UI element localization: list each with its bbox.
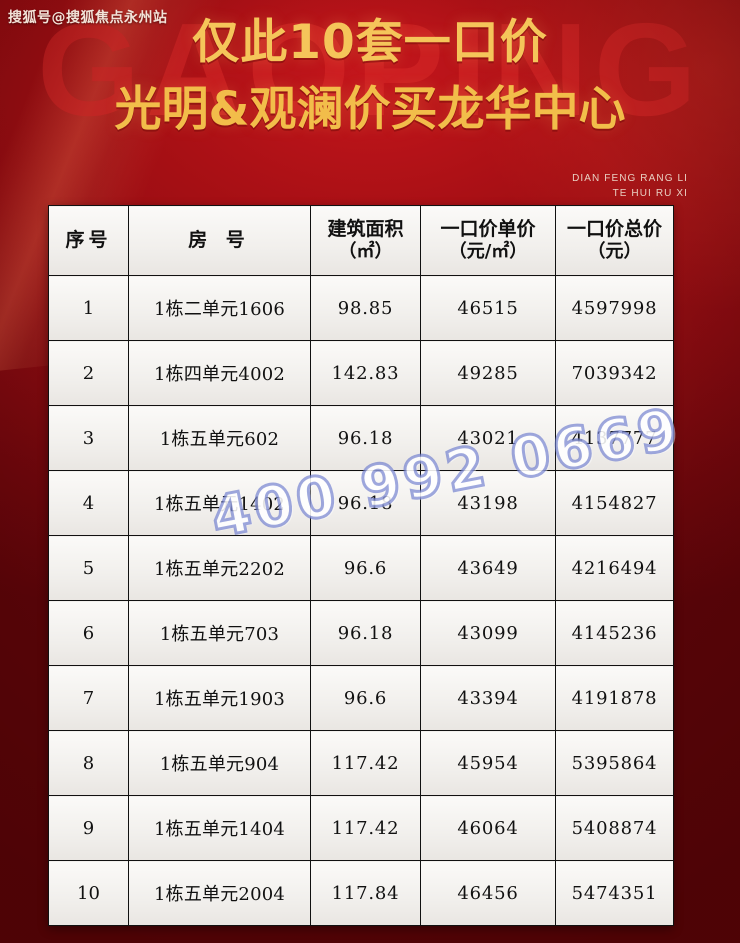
header-total-price-unit: （元）: [587, 241, 642, 263]
cell-total-price: 4145236: [555, 600, 674, 666]
headline-line-1: 仅此10套一口价: [192, 15, 548, 70]
cell-room: 1栋五单元904: [128, 730, 311, 796]
table-row: 10 1栋五单元2004 117.84 46456 5474351: [48, 860, 674, 926]
cell-index: 6: [48, 600, 129, 666]
cell-total-price: 4597998: [555, 275, 674, 341]
header-unit-price-main: 一口价单价: [440, 217, 536, 240]
cell-index: 2: [48, 340, 129, 406]
pinyin-tagline-line-1: DIAN FENG RANG LI: [572, 173, 688, 184]
cell-area: 142.83: [310, 340, 421, 406]
cell-index: 7: [48, 665, 129, 731]
pinyin-tagline-line-2: TE HUI RU XI: [612, 187, 688, 199]
cell-unit-price: 46064: [420, 795, 556, 861]
table-row: 2 1栋四单元4002 142.83 49285 7039342: [48, 340, 674, 406]
cell-area: 117.84: [310, 860, 421, 926]
header-area-unit: （㎡）: [338, 241, 393, 263]
cell-unit-price: 45954: [420, 730, 556, 796]
headline-line-2: 光明&观澜价买龙华中心: [114, 82, 626, 138]
cell-area: 96.18: [310, 600, 421, 666]
cell-index: 10: [48, 860, 129, 926]
cell-room: 1栋二单元1606: [128, 275, 311, 341]
cell-index: 1: [48, 275, 129, 341]
cell-unit-price: 43198: [420, 470, 556, 536]
cell-index: 4: [48, 470, 129, 536]
sohu-watermark: 搜狐号@搜狐焦点永州站: [8, 10, 168, 26]
header-room: 房 号: [128, 205, 311, 276]
table-row: 6 1栋五单元703 96.18 43099 4145236: [48, 600, 674, 666]
cell-total-price: 4191878: [555, 665, 674, 731]
cell-room: 1栋五单元2004: [128, 860, 311, 926]
cell-unit-price: 43394: [420, 665, 556, 731]
table-row: 8 1栋五单元904 117.42 45954 5395864: [48, 730, 674, 796]
cell-total-price: 5474351: [555, 860, 674, 926]
cell-area: 96.6: [310, 665, 421, 731]
cell-total-price: 7039342: [555, 340, 674, 406]
cell-unit-price: 49285: [420, 340, 556, 406]
header-area: 建筑面积 （㎡）: [310, 205, 421, 276]
price-table-head: 序号 房 号 建筑面积 （㎡） 一口价单价 （元/㎡） 一口价总价 （元）: [48, 205, 674, 276]
table-row: 4 1栋五单元1402 96.18 43198 4154827: [48, 470, 674, 536]
cell-room: 1栋五单元602: [128, 405, 311, 471]
table-row: 1 1栋二单元1606 98.85 46515 4597998: [48, 275, 674, 341]
cell-index: 5: [48, 535, 129, 601]
table-row: 5 1栋五单元2202 96.6 43649 4216494: [48, 535, 674, 601]
header-total-price-main: 一口价总价: [566, 217, 662, 240]
price-table-body: 1 1栋二单元1606 98.85 46515 4597998 2 1栋四单元4002 142…: [48, 275, 674, 926]
cell-unit-price: 43021: [420, 405, 556, 471]
header-area-main: 建筑面积: [327, 217, 404, 240]
cell-area: 98.85: [310, 275, 421, 341]
cell-area: 117.42: [310, 795, 421, 861]
cell-unit-price: 46456: [420, 860, 556, 926]
cell-room: 1栋五单元1903: [128, 665, 311, 731]
cell-area: 96.6: [310, 535, 421, 601]
cell-unit-price: 43099: [420, 600, 556, 666]
header-unit-price-unit: （元/㎡）: [448, 241, 528, 263]
table-row: 7 1栋五单元1903 96.6 43394 4191878: [48, 665, 674, 731]
table-row: 3 1栋五单元602 96.18 43021 4137777: [48, 405, 674, 471]
cell-room: 1栋五单元1402: [128, 470, 311, 536]
cell-room: 1栋五单元1404: [128, 795, 311, 861]
headline-block: 仅此10套一口价 光明&观澜价买龙华中心: [0, 14, 740, 140]
header-unit-price: 一口价单价 （元/㎡）: [420, 205, 556, 276]
table-row: 9 1栋五单元1404 117.42 46064 5408874: [48, 795, 674, 861]
header-index: 序号: [48, 205, 129, 276]
table-header-row: 序号 房 号 建筑面积 （㎡） 一口价单价 （元/㎡） 一口价总价 （元）: [48, 205, 674, 276]
header-total-price: 一口价总价 （元）: [555, 205, 674, 276]
cell-area: 96.18: [310, 470, 421, 536]
cell-index: 9: [48, 795, 129, 861]
cell-total-price: 5395864: [555, 730, 674, 796]
cell-room: 1栋五单元703: [128, 600, 311, 666]
pinyin-tagline: DIAN FENG RANG LI TE HUI RU XI: [572, 172, 688, 201]
cell-total-price: 4216494: [555, 535, 674, 601]
cell-total-price: 4137777: [555, 405, 674, 471]
cell-index: 8: [48, 730, 129, 796]
cell-unit-price: 43649: [420, 535, 556, 601]
cell-total-price: 5408874: [555, 795, 674, 861]
cell-area: 96.18: [310, 405, 421, 471]
cell-unit-price: 46515: [420, 275, 556, 341]
cell-total-price: 4154827: [555, 470, 674, 536]
cell-room: 1栋五单元2202: [128, 535, 311, 601]
cell-area: 117.42: [310, 730, 421, 796]
cell-index: 3: [48, 405, 129, 471]
cell-room: 1栋四单元4002: [128, 340, 311, 406]
